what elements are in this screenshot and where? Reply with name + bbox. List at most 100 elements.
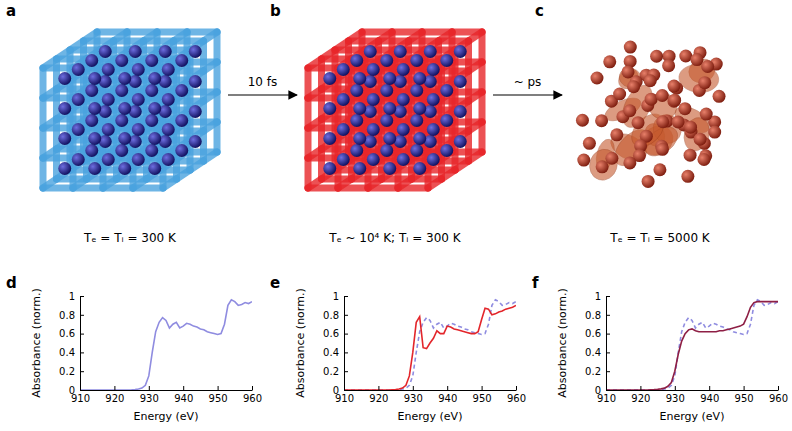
atom [148, 102, 161, 115]
atom [118, 132, 131, 145]
tick: 950 [473, 386, 492, 404]
atom [380, 84, 393, 97]
surface-tube [305, 68, 312, 98]
atom [383, 132, 396, 145]
atom [189, 105, 202, 118]
tick: 0.8 [59, 310, 84, 321]
tick-label: 0 [69, 385, 75, 396]
tick-mark [606, 371, 610, 372]
x-axis-title: Energy (eV) [134, 410, 199, 423]
structure-panel [43, 32, 217, 188]
x-axis-line [607, 390, 779, 391]
atom [672, 115, 685, 128]
atom [383, 162, 396, 175]
atom [397, 93, 410, 106]
tick-mark [378, 386, 379, 390]
atom [454, 135, 467, 148]
atom [410, 114, 423, 127]
atom [583, 137, 596, 150]
atom [175, 114, 188, 127]
tick-label: 920 [631, 393, 650, 404]
tick-label: 950 [735, 393, 754, 404]
atom [424, 45, 437, 58]
tick-label: 0.2 [323, 366, 339, 377]
tick-label: 950 [473, 393, 492, 404]
atom [713, 90, 726, 103]
surface-tube [133, 185, 163, 192]
surface-tube [40, 98, 47, 128]
atom [700, 108, 713, 121]
tick-mark [114, 386, 115, 390]
tick-label: 0.4 [323, 347, 339, 358]
panel-letter: f [532, 274, 539, 292]
atom [642, 175, 655, 188]
tick: 0.8 [585, 310, 610, 321]
atom [72, 153, 85, 166]
tick-mark [447, 386, 448, 390]
tick: 930 [666, 386, 685, 404]
atom [132, 63, 145, 76]
atom [440, 114, 453, 127]
tick-label: 920 [369, 393, 388, 404]
atom [576, 114, 589, 127]
tick: 930 [140, 386, 159, 404]
panel-caption: Tₑ ~ 10⁴ K; Tᵢ = 300 K [328, 231, 462, 245]
atom [162, 93, 175, 106]
atom [410, 54, 423, 67]
tick-mark [744, 386, 745, 390]
tick: 0.6 [323, 328, 348, 339]
panel-letter: a [6, 2, 16, 20]
x-axis-title: Energy (eV) [660, 410, 725, 423]
tick: 940 [700, 386, 719, 404]
tick: 960 [243, 386, 262, 404]
tick-label: 0 [333, 385, 339, 396]
atom [410, 144, 423, 157]
atom [590, 72, 603, 85]
tick-mark [640, 386, 641, 390]
atom [350, 144, 363, 157]
atom [427, 153, 440, 166]
tick-mark [606, 315, 610, 316]
tick-mark [344, 390, 348, 391]
surface-tube [40, 128, 47, 158]
x-axis: 910920930940950960 [597, 386, 788, 404]
atom [605, 152, 618, 165]
atom [353, 72, 366, 85]
atom [88, 72, 101, 85]
surface-tube [308, 185, 338, 192]
tick: 0.2 [585, 366, 610, 377]
data-line [344, 300, 516, 390]
atom [397, 63, 410, 76]
tick: 0.6 [59, 328, 84, 339]
atom [323, 132, 336, 145]
surface-tube [308, 155, 338, 162]
atom [175, 144, 188, 157]
atom [85, 144, 98, 157]
surface-tube [103, 185, 133, 192]
atom [337, 63, 350, 76]
atom [413, 132, 426, 145]
y-axis-line [606, 297, 607, 391]
surface-tube [305, 128, 312, 158]
atom [627, 80, 640, 93]
surface-tube [73, 185, 103, 192]
atom [694, 133, 707, 146]
panel-caption: Tₑ = Tᵢ = 5000 K [609, 231, 711, 245]
atom [701, 60, 714, 73]
atom [650, 50, 663, 63]
atom [148, 72, 161, 85]
data-line [344, 305, 516, 390]
figure: aTₑ = Tᵢ = 300 KbTₑ ~ 10⁴ K; Tᵢ = 300 Kc… [0, 0, 792, 431]
atom [577, 154, 590, 167]
atom [632, 116, 645, 129]
y-axis-line [80, 297, 81, 391]
plot-lines [344, 300, 516, 390]
tick-label: 960 [769, 393, 788, 404]
tick-label: 0.4 [59, 347, 75, 358]
atom [698, 76, 711, 89]
tick-mark [344, 352, 348, 353]
atom [656, 115, 669, 128]
atom [708, 126, 721, 139]
atom [656, 143, 669, 156]
atom [115, 84, 128, 97]
